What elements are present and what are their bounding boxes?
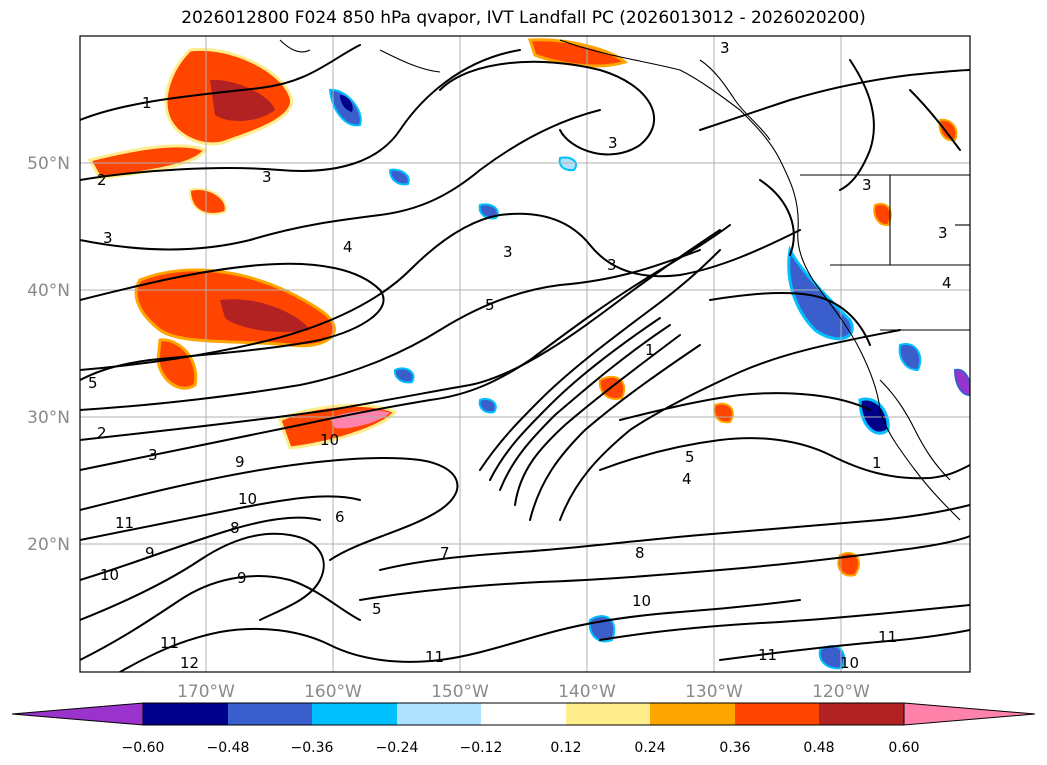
- colorbar-segment: [143, 703, 228, 725]
- contour-label: 9: [235, 453, 245, 471]
- contour-label: 1: [142, 94, 152, 112]
- lon-label-160w: 160°W: [304, 682, 362, 702]
- colorbar-frame: [142, 702, 905, 726]
- contour-label: 3: [862, 176, 872, 194]
- contour-label: 10: [632, 592, 651, 610]
- contour-label: 10: [840, 654, 859, 672]
- colorbar-segment: [650, 703, 735, 725]
- contour-label: 9: [237, 569, 247, 587]
- colorbar-tick-label: −0.24: [376, 740, 419, 756]
- contour-label: 6: [335, 508, 345, 526]
- contour-label: 10: [320, 431, 339, 449]
- colorbar-tick-label: −0.36: [291, 740, 334, 756]
- contour-label: 8: [230, 519, 240, 537]
- contour-label: 11: [425, 648, 444, 666]
- colorbar-tick-label: −0.60: [122, 740, 165, 756]
- colorbar-segment: [819, 703, 904, 725]
- lon-label-130w: 130°W: [685, 682, 743, 702]
- contour-label: 3: [720, 39, 730, 57]
- contour-label: 3: [607, 256, 617, 274]
- lon-label-140w: 140°W: [558, 682, 616, 702]
- contour-label: 3: [103, 229, 113, 247]
- contour-label: 2: [97, 171, 107, 189]
- contour-label: 3: [608, 134, 618, 152]
- contour-label: 11: [758, 646, 777, 664]
- contour-label: 4: [343, 238, 353, 256]
- graticule: [80, 36, 970, 672]
- colorbar-segment: [312, 703, 397, 725]
- plot-frame: [79, 35, 971, 673]
- contour-label: 5: [372, 600, 382, 618]
- lat-label-20n: 20°N: [27, 535, 70, 555]
- contour-label: 5: [88, 374, 98, 392]
- anomaly-shading: [87, 38, 970, 670]
- lat-label-50n: 50°N: [27, 154, 70, 174]
- colorbar-tick-label: −0.12: [460, 740, 503, 756]
- colorbar-tick-label: 0.24: [634, 740, 665, 756]
- longitude-labels: 170°W 160°W 150°W 140°W 130°W 120°W: [177, 682, 870, 702]
- contour-label: 7: [440, 544, 450, 562]
- colorbar-extend-left: [11, 702, 144, 726]
- contour-label: 8: [635, 544, 645, 562]
- colorbar-tick-label: 0.12: [550, 740, 581, 756]
- colorbar-tick-label: 0.36: [719, 740, 750, 756]
- lon-label-120w: 120°W: [812, 682, 870, 702]
- colorbar-segment: [397, 703, 481, 725]
- colorbar-segment: [228, 703, 312, 725]
- contour-label: 3: [262, 168, 272, 186]
- lon-label-170w: 170°W: [177, 682, 235, 702]
- colorbar-tick-label: −0.48: [207, 740, 250, 756]
- lat-label-30n: 30°N: [27, 408, 70, 428]
- contour-label: 3: [148, 446, 158, 464]
- lat-label-40n: 40°N: [27, 281, 70, 301]
- colorbar-extend-right: [903, 702, 1036, 726]
- contour-lines: [80, 44, 970, 672]
- contour-label: 10: [238, 490, 257, 508]
- contour-labels: 1 2 3 3 3 4 3 3 3 5 1 5 2 3 10 9 11 10 8…: [88, 39, 952, 672]
- colorbar-segment: [566, 703, 650, 725]
- contour-label: 4: [682, 470, 692, 488]
- contour-label: 3: [938, 224, 948, 242]
- colorbar-segment: [735, 703, 819, 725]
- colorbar-segment: [481, 703, 566, 725]
- contour-label: 11: [160, 634, 179, 652]
- contour-label: 4: [942, 274, 952, 292]
- contour-label: 3: [503, 243, 513, 261]
- colorbar-tick-label: 0.48: [803, 740, 834, 756]
- contour-label: 10: [100, 566, 119, 584]
- contour-label: 2: [97, 424, 107, 442]
- contour-label: 9: [145, 544, 155, 562]
- lon-label-150w: 150°W: [431, 682, 489, 702]
- colorbar-tick-label: 0.60: [888, 740, 919, 756]
- contour-label: 5: [485, 296, 495, 314]
- colorbar: −0.60 −0.48 −0.36 −0.24 −0.12 0.12 0.24 …: [11, 702, 1036, 756]
- contour-label: 11: [878, 628, 897, 646]
- contour-label: 1: [645, 341, 655, 359]
- latitude-labels: 50°N 40°N 30°N 20°N: [27, 154, 70, 555]
- contour-label: 5: [685, 448, 695, 466]
- map-title: 2026012800 F024 850 hPa qvapor, IVT Land…: [181, 8, 866, 28]
- contour-label: 1: [872, 454, 882, 472]
- coastlines: [279, 39, 970, 521]
- contour-label: 12: [180, 654, 199, 672]
- contour-label: 11: [115, 514, 134, 532]
